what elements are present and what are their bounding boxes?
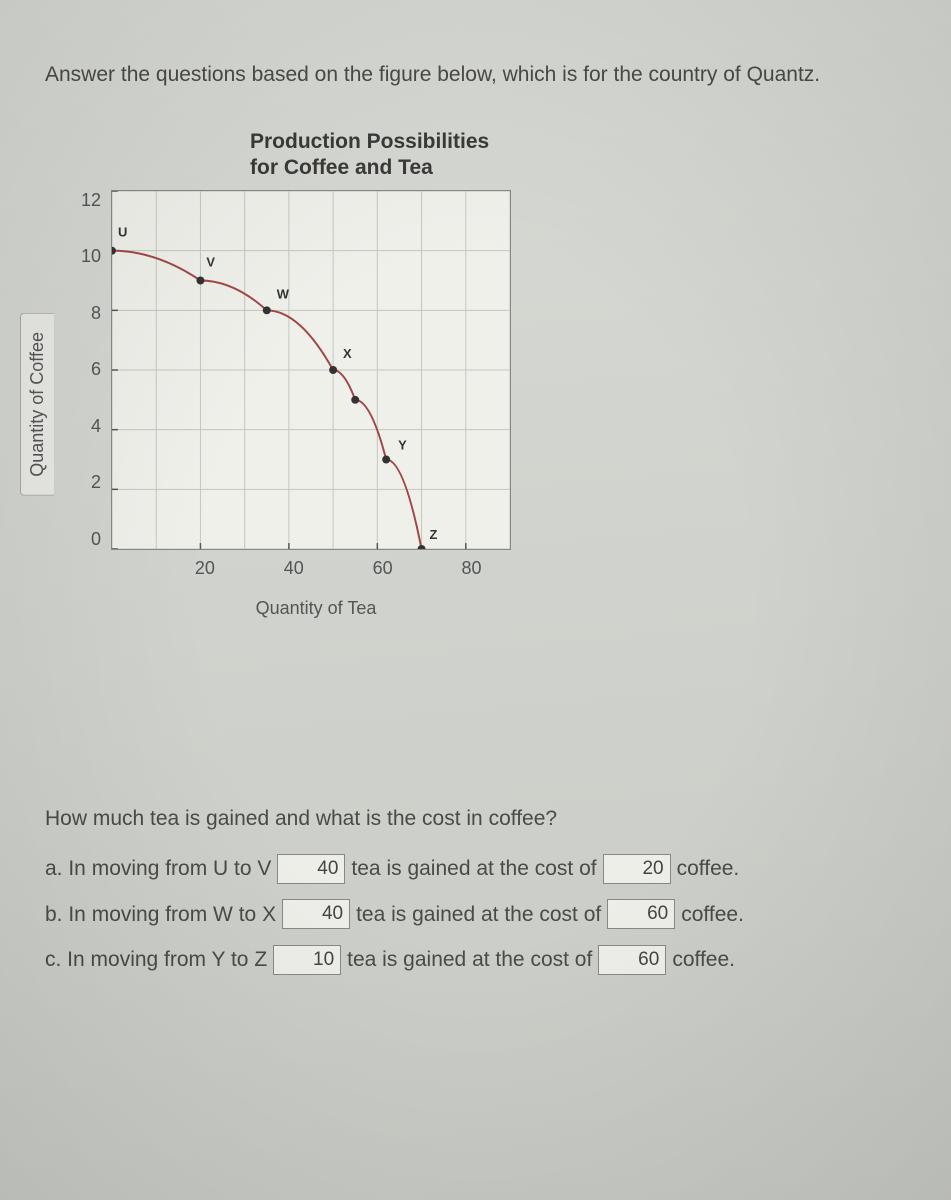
q-label: b. In moving from W to X: [45, 895, 276, 935]
answer-input-tea-a[interactable]: 40: [277, 854, 345, 884]
chart-title: Production Possibilities for Coffee and …: [250, 129, 906, 179]
answer-input-coffee-c[interactable]: 60: [598, 945, 666, 975]
q-mid: tea is gained at the cost of: [347, 940, 592, 980]
q-label: c. In moving from Y to Z: [45, 940, 267, 980]
question-heading: How much tea is gained and what is the c…: [45, 799, 906, 839]
svg-text:U: U: [118, 225, 127, 240]
x-axis-ticks: 20 40 60 80: [76, 558, 516, 580]
ytick: 8: [91, 303, 101, 324]
svg-text:Z: Z: [430, 527, 438, 542]
q-mid: tea is gained at the cost of: [356, 895, 601, 935]
y-axis-label: Quantity of Coffee: [20, 313, 54, 496]
chart-title-l2: for Coffee and Tea: [250, 156, 433, 179]
questions-block: How much tea is gained and what is the c…: [45, 799, 906, 981]
ytick: 2: [91, 472, 101, 493]
ytick: 4: [91, 416, 101, 437]
svg-text:X: X: [343, 346, 352, 361]
question-row-b: b. In moving from W to X 40 tea is gaine…: [45, 895, 906, 935]
xtick: 40: [284, 558, 304, 579]
answer-input-coffee-b[interactable]: 60: [607, 899, 675, 929]
ytick: 6: [91, 359, 101, 380]
ppf-chart: U V W X Y Z: [111, 190, 511, 550]
q-tail: coffee.: [677, 849, 740, 889]
svg-text:Y: Y: [398, 437, 407, 452]
answer-input-tea-c[interactable]: 10: [273, 945, 341, 975]
q-mid: tea is gained at the cost of: [351, 849, 596, 889]
q-label: a. In moving from U to V: [45, 849, 271, 889]
answer-input-coffee-a[interactable]: 20: [603, 854, 671, 884]
ytick: 12: [81, 190, 101, 211]
chart-title-l1: Production Possibilities: [250, 130, 489, 153]
xtick: 20: [195, 558, 215, 579]
answer-input-tea-b[interactable]: 40: [282, 899, 350, 929]
ytick: 10: [81, 246, 101, 267]
svg-text:W: W: [277, 286, 290, 301]
xtick: 60: [373, 558, 393, 579]
q-tail: coffee.: [672, 940, 735, 980]
prompt-text: Answer the questions based on the figure…: [45, 60, 906, 89]
chart-area: Production Possibilities for Coffee and …: [65, 129, 906, 618]
question-row-c: c. In moving from Y to Z 10 tea is gaine…: [45, 940, 906, 980]
x-axis-label: Quantity of Tea: [256, 598, 377, 619]
q-tail: coffee.: [681, 895, 744, 935]
xtick: 80: [462, 558, 482, 579]
question-row-a: a. In moving from U to V 40 tea is gaine…: [45, 849, 906, 889]
svg-text:V: V: [206, 254, 215, 269]
y-axis-ticks: 12 10 8 6 4 2 0: [81, 190, 111, 550]
ytick: 0: [91, 529, 101, 550]
